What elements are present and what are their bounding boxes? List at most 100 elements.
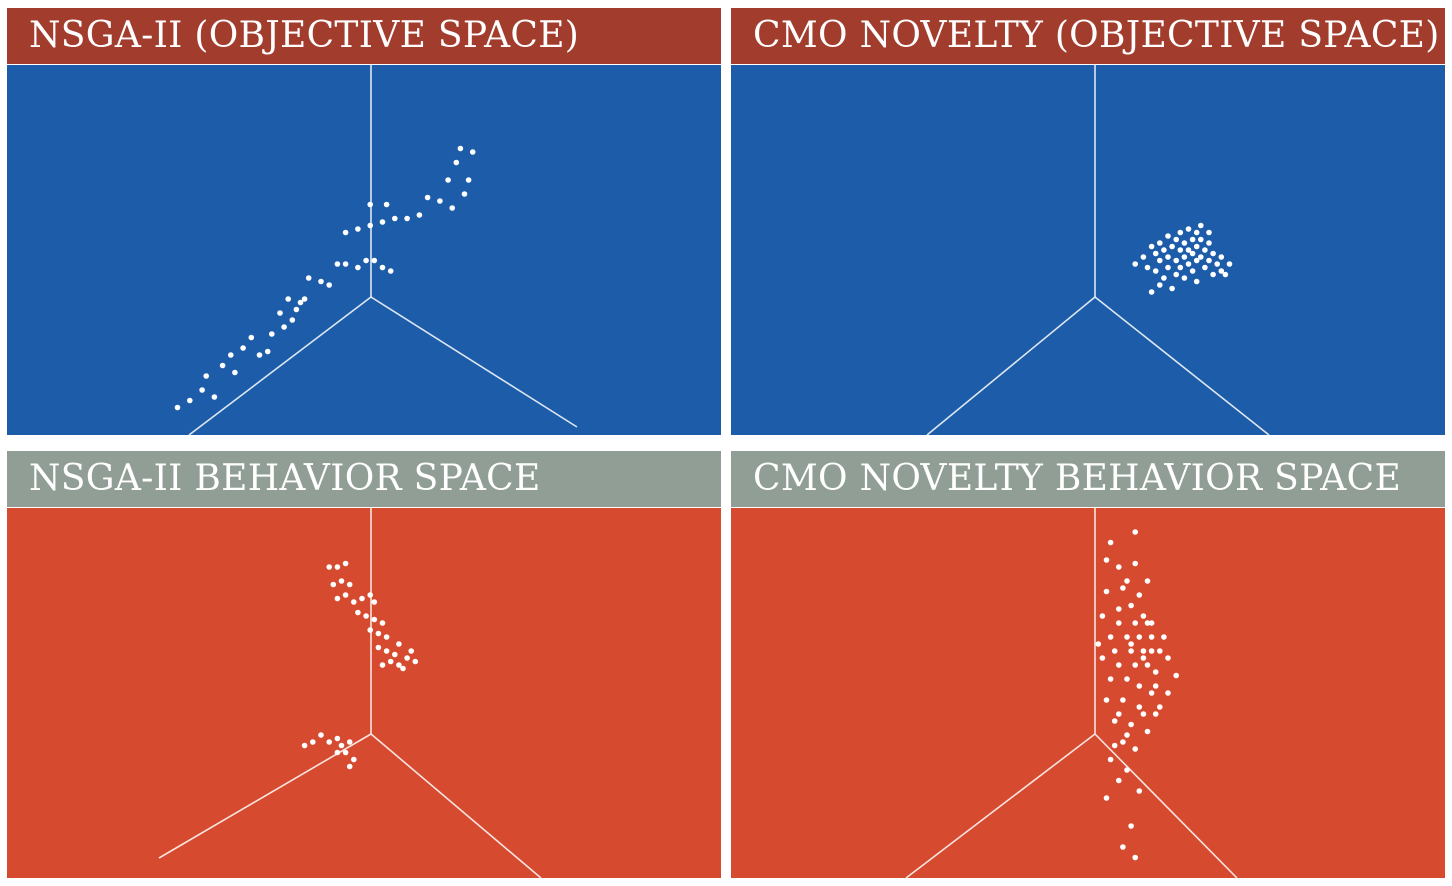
data-point xyxy=(334,749,341,756)
panel-cmo-objective: CMO NOVELTY (OBJECTIVE SPACE) xyxy=(731,8,1445,435)
data-point xyxy=(375,644,382,651)
data-point xyxy=(1152,250,1159,257)
data-point xyxy=(371,616,378,623)
data-point xyxy=(1132,620,1138,626)
axis-right xyxy=(370,296,578,428)
data-point xyxy=(1148,620,1155,626)
data-point xyxy=(256,352,263,358)
data-point xyxy=(1107,756,1114,763)
data-point xyxy=(289,317,296,323)
data-point xyxy=(326,564,333,570)
axis-right xyxy=(1094,733,1238,878)
data-point xyxy=(1161,634,1167,640)
data-point xyxy=(465,177,472,183)
data-point xyxy=(1218,268,1225,274)
data-point xyxy=(1099,613,1106,619)
data-point xyxy=(269,331,275,337)
data-point xyxy=(1206,240,1212,246)
data-point xyxy=(359,595,365,602)
data-point xyxy=(1193,278,1200,285)
data-point xyxy=(326,282,333,288)
data-point xyxy=(1120,585,1126,591)
data-point xyxy=(387,658,394,665)
data-point xyxy=(203,373,209,379)
data-point xyxy=(1116,620,1122,626)
data-point xyxy=(1111,742,1118,749)
data-point xyxy=(1157,282,1163,288)
data-point xyxy=(310,739,316,745)
data-point xyxy=(1198,236,1204,243)
data-point xyxy=(387,268,394,274)
data-point xyxy=(346,763,353,770)
data-point xyxy=(338,578,345,584)
data-point xyxy=(1202,264,1208,271)
data-point xyxy=(392,215,398,222)
panel-nsga-objective: NSGA-II (OBJECTIVE SPACE) xyxy=(7,8,721,435)
data-point xyxy=(363,257,369,264)
data-point xyxy=(1140,655,1147,661)
data-point xyxy=(1157,257,1163,264)
data-point xyxy=(305,275,312,281)
data-point xyxy=(461,191,468,197)
axis-right xyxy=(370,733,542,878)
data-point xyxy=(1157,704,1163,710)
panel-cmo-behavior: CMO NOVELTY BEHAVIOR SPACE xyxy=(731,451,1445,878)
data-point xyxy=(1169,243,1175,250)
data-point xyxy=(379,620,386,626)
data-point xyxy=(1218,254,1225,260)
data-point xyxy=(342,592,349,598)
data-point xyxy=(1132,560,1138,567)
data-point xyxy=(469,149,476,155)
data-point xyxy=(1148,243,1155,250)
data-point xyxy=(1140,648,1147,654)
data-point xyxy=(1173,236,1179,243)
data-point xyxy=(396,662,402,668)
data-point xyxy=(367,592,374,598)
data-point xyxy=(199,387,205,393)
data-point xyxy=(1099,655,1106,661)
data-point xyxy=(1152,669,1159,675)
data-point xyxy=(355,264,361,271)
data-point xyxy=(1189,236,1196,243)
data-point xyxy=(1165,233,1171,239)
data-point xyxy=(1132,261,1138,267)
data-point xyxy=(1185,226,1192,232)
data-point xyxy=(1140,254,1147,260)
data-point xyxy=(342,229,349,236)
plot-background xyxy=(7,65,721,435)
data-point xyxy=(297,299,304,306)
data-point xyxy=(1214,261,1220,267)
data-point xyxy=(1144,662,1151,668)
panel-title: NSGA-II (OBJECTIVE SPACE) xyxy=(7,8,721,64)
axis-left xyxy=(926,296,1096,435)
data-point xyxy=(1165,264,1171,271)
data-point xyxy=(326,739,333,745)
data-point xyxy=(371,257,378,264)
data-point xyxy=(211,394,218,400)
data-point xyxy=(1116,662,1122,668)
data-point xyxy=(383,634,390,640)
data-point xyxy=(367,627,374,633)
data-point xyxy=(383,201,390,208)
data-point xyxy=(346,581,353,588)
data-point xyxy=(437,198,443,204)
data-point xyxy=(281,324,287,330)
data-point xyxy=(334,735,341,742)
data-point xyxy=(342,261,349,267)
data-point xyxy=(1226,261,1233,267)
data-point xyxy=(392,651,398,658)
data-point xyxy=(1152,268,1159,274)
data-point xyxy=(383,648,390,654)
data-point xyxy=(1132,746,1138,752)
panel-nsga-behavior: NSGA-II BEHAVIOR SPACE xyxy=(7,451,721,878)
data-point xyxy=(1206,229,1212,236)
data-point xyxy=(1198,222,1204,229)
data-point xyxy=(174,404,181,411)
data-point xyxy=(318,278,324,285)
data-point xyxy=(1132,529,1138,535)
data-point xyxy=(1148,690,1155,696)
data-point xyxy=(1120,739,1126,745)
data-point xyxy=(1128,823,1134,829)
data-point xyxy=(1173,257,1179,264)
data-point xyxy=(416,212,423,218)
